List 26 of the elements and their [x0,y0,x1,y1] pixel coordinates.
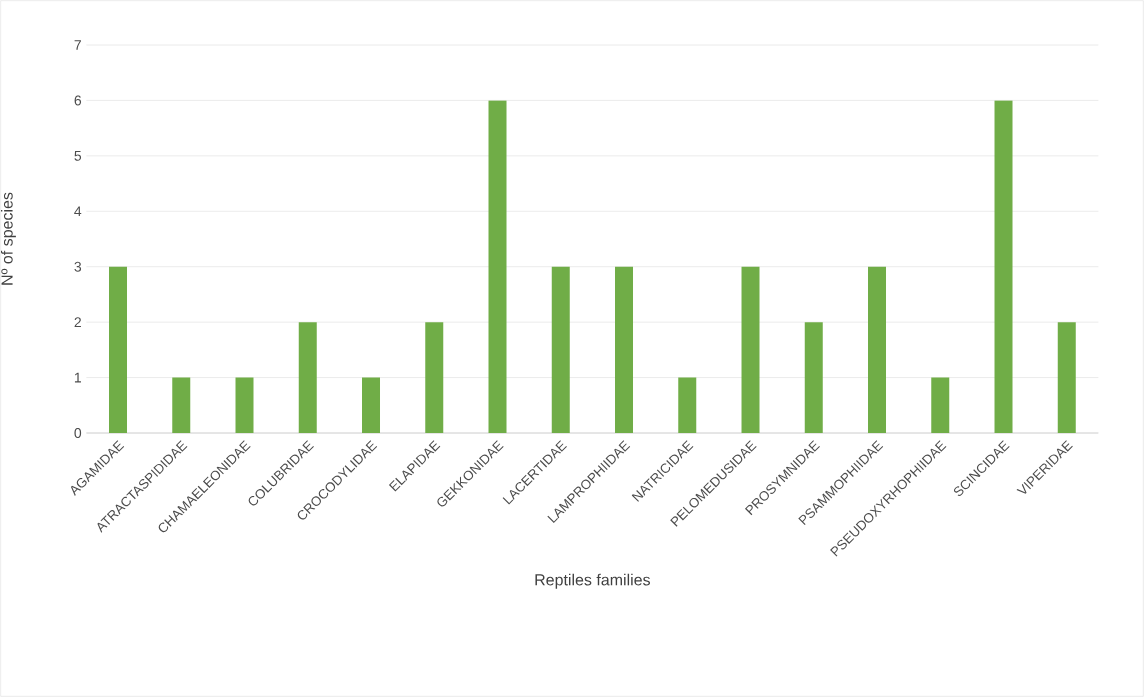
bar [615,266,634,433]
bar [362,377,381,433]
y-axis-title: Nº of species [0,192,16,285]
y-tick-label: 2 [74,317,81,328]
y-tick-label: 5 [74,150,82,161]
bar [109,266,128,433]
bar [172,377,191,433]
bar [804,322,823,433]
x-axis-title: Reptiles families [535,573,651,589]
bar [931,377,950,433]
y-tick-label: 3 [74,261,82,272]
bar [425,322,444,433]
y-tick-label: 0 [74,428,82,438]
bar [1057,322,1076,433]
y-tick-label: 1 [74,372,81,383]
bar [868,266,887,433]
bar [551,266,570,433]
bar [488,100,507,433]
y-tick-label: 7 [74,40,81,50]
y-tick-label: 6 [74,95,82,106]
bar [298,322,317,433]
bar [994,100,1013,433]
bar [235,377,254,433]
bar [678,377,697,433]
y-tick-label: 4 [74,206,82,217]
bar [741,266,760,433]
